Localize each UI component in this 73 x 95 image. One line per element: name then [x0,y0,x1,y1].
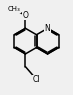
Text: N: N [45,24,50,33]
Text: CH₃: CH₃ [8,6,21,12]
Text: O: O [22,11,28,20]
Text: Cl: Cl [33,75,40,84]
